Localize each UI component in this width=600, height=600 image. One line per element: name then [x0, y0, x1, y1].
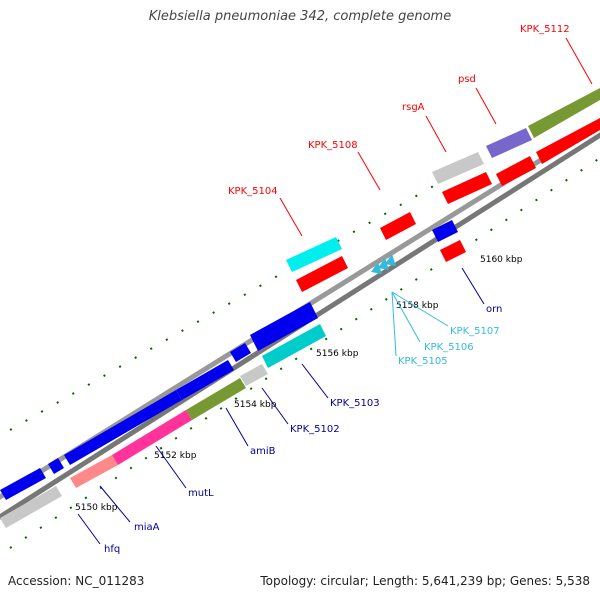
leader-line: [261, 387, 289, 425]
scale-label: 5154 kbp: [234, 400, 277, 410]
accession-text: Accession: NC_011283: [8, 574, 145, 588]
gene-label: miaA: [134, 522, 160, 533]
top-leader-lines: [279, 37, 593, 237]
gene-forward-blue-1: [0, 468, 46, 500]
leader-line: [77, 513, 101, 545]
cyan-gene-labels: KPK_5107 KPK_5106 KPK_5105: [398, 326, 500, 367]
gene-small-cyan-1: [371, 262, 382, 274]
leader-line: [279, 197, 303, 237]
gene-reverse-salmon: [70, 455, 118, 488]
gene-small-cyan-2: [378, 258, 389, 270]
gene-forward-olive: [528, 88, 600, 138]
gene-forward-gray: [432, 152, 484, 184]
gene-label: psd: [458, 74, 476, 85]
genome-summary-text: Topology: circular; Length: 5,641,239 bp…: [260, 574, 590, 588]
cyan-leader-lines: [391, 291, 449, 357]
leader-line: [565, 37, 593, 85]
gene-reverse-red-4: [496, 156, 536, 186]
gene-label: hfq: [104, 544, 120, 555]
gene-label: KPK_5104: [228, 186, 278, 197]
leader-line: [357, 151, 381, 191]
gene-reverse-red-5: [536, 118, 600, 164]
leader-line: [475, 87, 497, 125]
map-title: Klebsiella pneumoniae 342, complete geno…: [148, 9, 452, 24]
leader-line: [391, 291, 421, 343]
scale-label: 5150 kbp: [75, 503, 118, 513]
leader-line: [155, 445, 187, 489]
gene-forward-blue-4: [176, 360, 234, 400]
scale-label: 5152 kbp: [154, 451, 197, 461]
leader-line: [461, 267, 485, 305]
scale-label: 5160 kbp: [480, 255, 523, 265]
gene-label: mutL: [188, 488, 214, 499]
gene-label: KPK_5108: [308, 140, 358, 151]
gene-label: KPK_5106: [424, 342, 474, 353]
gene-label: KPK_5102: [290, 424, 340, 435]
gene-reverse-red-3: [442, 172, 492, 204]
inner-tick-track: [9, 157, 600, 549]
gene-reverse-teal: [262, 324, 326, 368]
gene-forward-purple: [486, 128, 532, 158]
gene-forward-blue-7: [432, 220, 458, 242]
gene-reverse-red-1: [296, 256, 348, 292]
gene-label: KPK_5105: [398, 356, 448, 367]
gene-forward-blue-2: [48, 458, 64, 474]
leader-line: [225, 407, 249, 447]
gene-forward-cyan: [286, 237, 342, 272]
gene-label: amiB: [250, 446, 276, 457]
gene-label: KPK_5107: [450, 326, 500, 337]
leader-line: [301, 363, 329, 399]
gene-label: KPK_5112: [520, 24, 570, 35]
gene-label: KPK_5103: [330, 398, 380, 409]
gene-small-cyan-3: [385, 254, 396, 266]
gene-forward-blue-3: [64, 390, 182, 465]
gene-reverse-pink: [112, 410, 192, 465]
gene-label: orn: [486, 304, 502, 315]
forward-strand-genes: [0, 88, 600, 500]
scale-label: 5158 kbp: [396, 301, 439, 311]
bottom-leader-lines: [77, 267, 485, 545]
gene-forward-blue-5: [230, 343, 251, 362]
gene-reverse-olive: [186, 378, 246, 420]
scale-label: 5156 kbp: [316, 349, 359, 359]
gene-reverse-gray-1: [0, 486, 62, 528]
bottom-gene-labels: hfq miaA mutL amiB KPK_5102 KPK_5103 orn: [104, 304, 502, 555]
top-gene-labels: KPK_5104 KPK_5108 rsgA psd KPK_5112: [228, 24, 570, 197]
leader-line: [425, 115, 447, 153]
leader-line: [391, 291, 449, 327]
gene-reverse-red-2: [440, 240, 466, 262]
leader-line: [99, 485, 131, 523]
reverse-strand-genes: [0, 118, 600, 528]
gene-reverse-gray-2: [240, 364, 268, 386]
gene-forward-blue-6: [250, 302, 318, 351]
scale-labels: 5150 kbp 5152 kbp 5154 kbp 5156 kbp 5158…: [75, 255, 523, 513]
gene-forward-red-1: [380, 212, 416, 240]
leader-line: [391, 291, 397, 357]
gene-label: rsgA: [402, 102, 425, 113]
